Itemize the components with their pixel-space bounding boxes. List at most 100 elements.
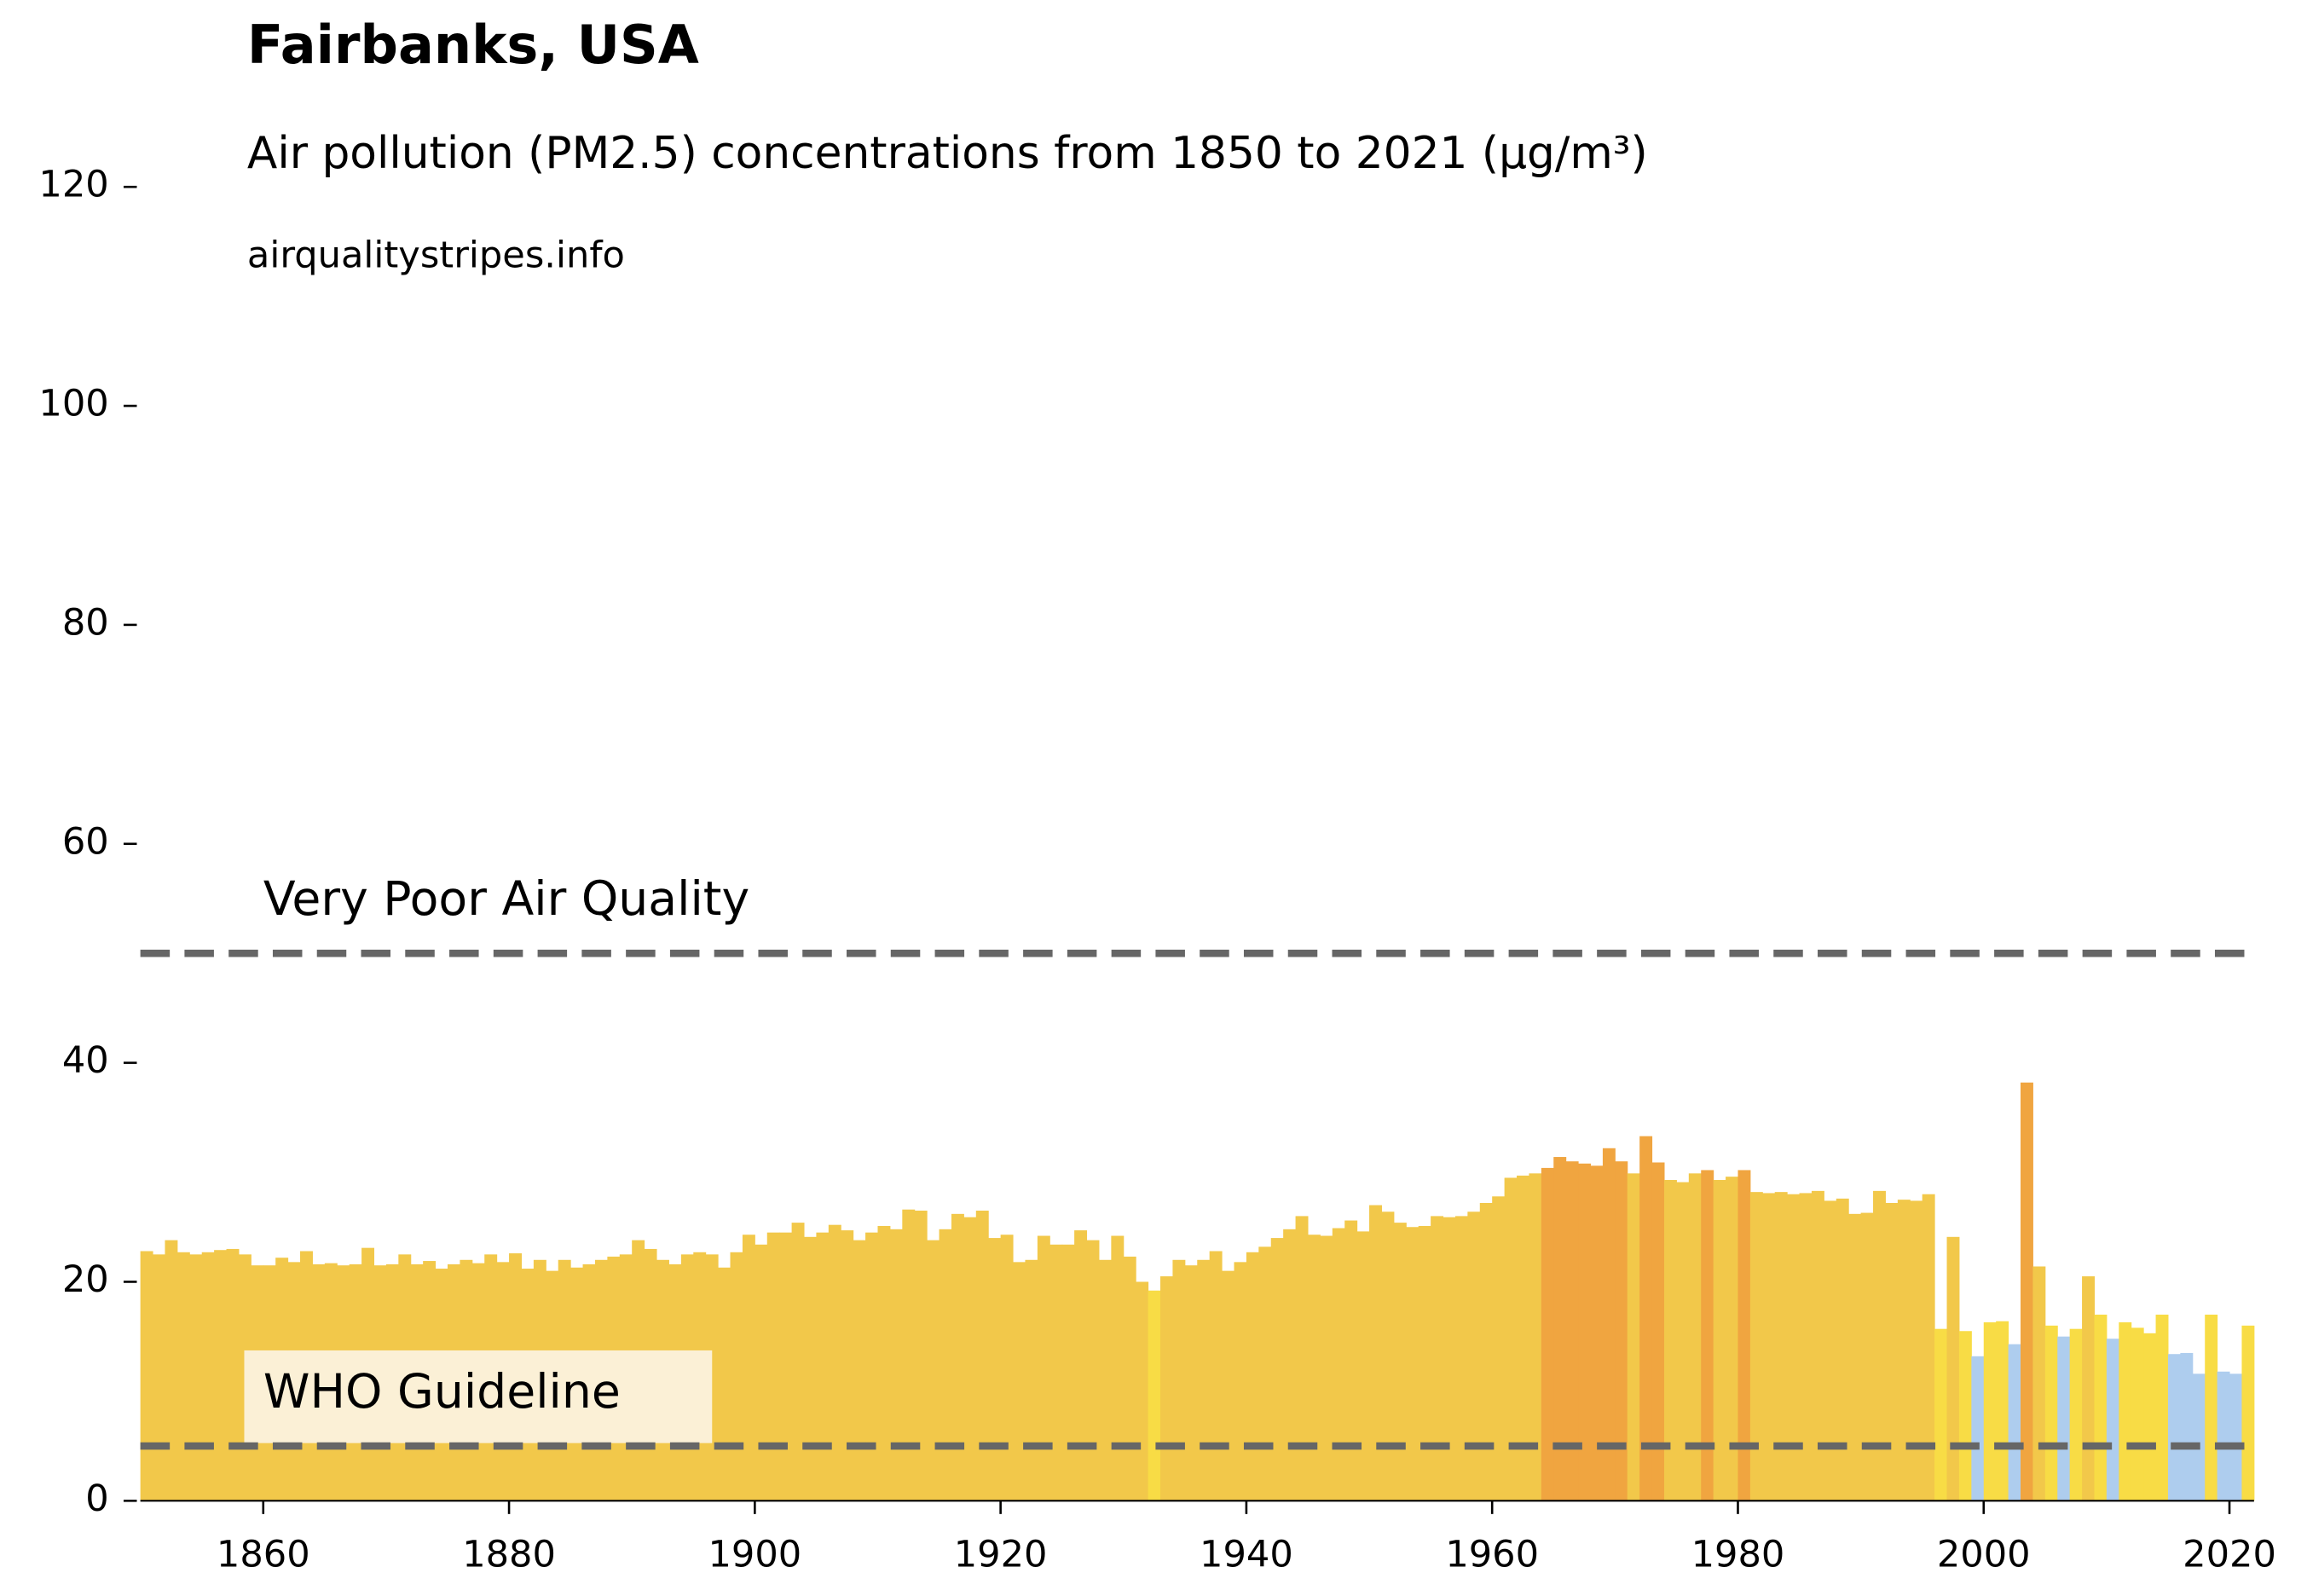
bar <box>2044 1325 2058 1501</box>
bar <box>1270 1238 1284 1501</box>
bar <box>1922 1194 1935 1501</box>
x-tick-label: 1980 <box>1691 1533 1785 1576</box>
bar <box>2167 1354 2181 1501</box>
bar <box>1222 1270 1235 1501</box>
bar <box>1295 1216 1309 1501</box>
bar <box>1344 1220 1358 1501</box>
y-tick-label: 80 <box>62 601 109 644</box>
bar <box>2008 1344 2021 1501</box>
bar <box>1726 1177 1738 1501</box>
bar <box>828 1224 841 1501</box>
bar <box>1197 1259 1211 1501</box>
bar <box>1086 1240 1100 1501</box>
bar <box>2032 1266 2046 1501</box>
bar <box>1013 1262 1026 1501</box>
bar <box>988 1238 1002 1501</box>
bar <box>2021 1082 2033 1501</box>
x-tick-label: 1960 <box>1445 1533 1539 1576</box>
bar <box>914 1210 928 1501</box>
bar <box>140 1251 153 1501</box>
bar <box>1787 1194 1801 1501</box>
bar <box>1627 1173 1640 1501</box>
bar <box>1443 1217 1456 1501</box>
bar <box>153 1254 165 1501</box>
bar <box>1111 1235 1125 1501</box>
bar <box>1590 1165 1604 1501</box>
x-tick-label: 1860 <box>217 1533 310 1576</box>
bar <box>1663 1180 1677 1501</box>
bar <box>730 1252 743 1501</box>
bar <box>1074 1230 1088 1501</box>
bar <box>1578 1163 1592 1501</box>
bar <box>742 1235 755 1501</box>
bar <box>1688 1173 1702 1501</box>
bar <box>2069 1328 2083 1501</box>
bar <box>1996 1321 2009 1501</box>
bar <box>1246 1252 1259 1501</box>
bar <box>718 1267 731 1501</box>
bar <box>1517 1175 1529 1501</box>
bar <box>791 1223 805 1501</box>
bar <box>2192 1373 2206 1501</box>
x-tick-label: 2000 <box>1937 1533 2031 1576</box>
bar <box>1431 1216 1444 1501</box>
bar <box>2106 1339 2119 1501</box>
bar <box>779 1232 793 1501</box>
bar <box>804 1236 817 1501</box>
reference-label: WHO Guideline <box>263 1365 621 1420</box>
bar <box>2094 1314 2108 1501</box>
bar <box>1737 1170 1751 1501</box>
bar <box>1774 1192 1788 1501</box>
bar <box>816 1232 830 1501</box>
bar <box>1136 1281 1149 1501</box>
bar <box>2082 1276 2096 1501</box>
bar <box>1381 1211 1395 1501</box>
bar <box>1234 1262 1247 1501</box>
bar <box>1602 1148 1616 1501</box>
label-background <box>244 1350 713 1443</box>
bar <box>1406 1227 1419 1501</box>
bar <box>963 1217 977 1501</box>
bar <box>1258 1246 1272 1501</box>
y-tick-label: 60 <box>62 820 109 863</box>
bar <box>1025 1259 1038 1501</box>
bar <box>2180 1352 2194 1501</box>
bar <box>1958 1331 1972 1501</box>
y-tick-label: 0 <box>85 1477 108 1520</box>
bar <box>1529 1173 1542 1501</box>
bar <box>853 1240 866 1501</box>
bar <box>1467 1211 1481 1501</box>
bar <box>2131 1327 2144 1501</box>
bar <box>2143 1333 2157 1501</box>
bar <box>226 1248 240 1501</box>
bar <box>1749 1192 1763 1501</box>
bar <box>2119 1321 2132 1501</box>
bar <box>1873 1190 1886 1501</box>
bar <box>975 1210 989 1501</box>
bar <box>1037 1235 1050 1501</box>
bar <box>1615 1161 1628 1501</box>
bar <box>176 1252 190 1501</box>
bar <box>1541 1167 1554 1501</box>
bar <box>2217 1371 2230 1501</box>
x-tick-label: 1940 <box>1200 1533 1293 1576</box>
bar <box>1946 1236 1960 1501</box>
x-tick-label: 1900 <box>708 1533 801 1576</box>
bar <box>1701 1170 1714 1501</box>
bar <box>1553 1157 1567 1501</box>
bar <box>755 1244 768 1501</box>
x-tick-label: 1920 <box>954 1533 1048 1576</box>
bar <box>1651 1162 1665 1501</box>
bar <box>1492 1196 1506 1501</box>
bar <box>2241 1325 2255 1501</box>
y-tick-label: 40 <box>62 1039 109 1082</box>
bar <box>1283 1229 1297 1501</box>
bar <box>2057 1336 2071 1501</box>
bar <box>1934 1328 1948 1501</box>
bar <box>1049 1244 1063 1501</box>
bar <box>1320 1235 1333 1501</box>
bar <box>1824 1200 1837 1501</box>
bar <box>1000 1235 1014 1501</box>
